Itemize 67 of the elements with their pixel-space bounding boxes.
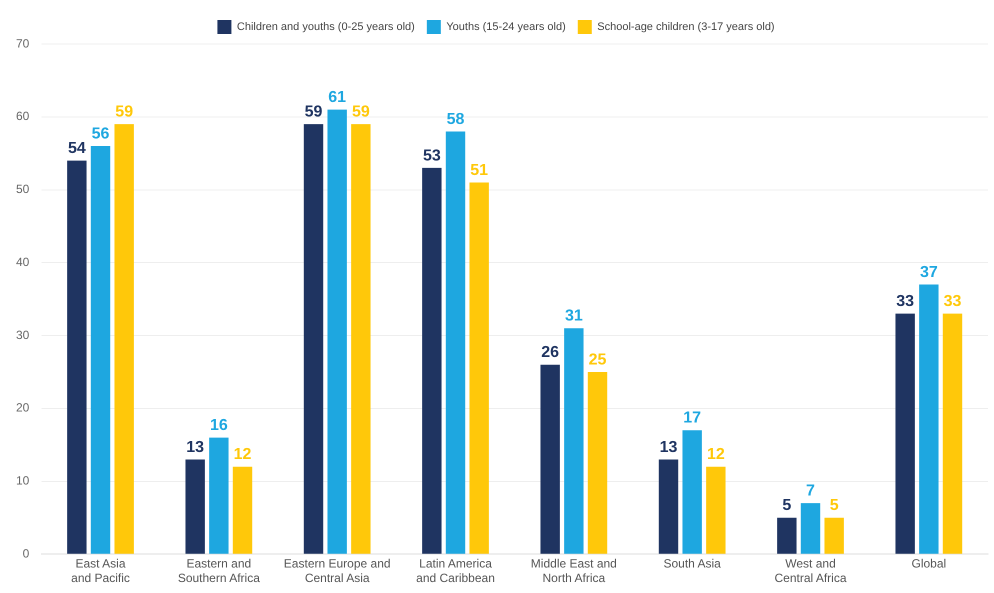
data-label: 31 — [564, 308, 583, 325]
x-tick-label: South Asia — [663, 556, 722, 571]
data-label: 53 — [422, 147, 441, 164]
y-tick-label: 0 — [22, 546, 30, 561]
data-label: 51 — [470, 162, 488, 179]
x-tick-label: Latin America and Caribbean — [416, 556, 495, 586]
x-tick-label: Middle East and North Africa — [530, 556, 617, 586]
bar — [777, 518, 797, 554]
data-label: 61 — [328, 89, 346, 106]
bar — [209, 438, 229, 554]
bar — [682, 430, 702, 554]
bar — [185, 459, 205, 554]
bar — [942, 314, 962, 554]
legend-label: School-age children (3-17 years old) — [597, 21, 775, 34]
y-tick-label: 10 — [16, 474, 30, 488]
data-label: 33 — [944, 293, 962, 310]
bar — [540, 364, 560, 554]
y-tick-label: 30 — [16, 328, 30, 342]
x-tick-label: West and Central Africa — [774, 556, 847, 586]
bar — [824, 518, 844, 554]
bar — [67, 160, 87, 554]
bar — [351, 124, 371, 554]
bar — [327, 110, 347, 554]
bar — [919, 284, 939, 554]
data-label: 5 — [830, 497, 839, 514]
data-label: 26 — [541, 344, 560, 362]
data-label: 59 — [304, 104, 323, 121]
x-tick-label: East Asia and Pacific — [71, 556, 130, 586]
legend-label: Youths (15-24 years old) — [446, 21, 566, 34]
bar — [446, 131, 466, 554]
data-label: 59 — [352, 104, 370, 121]
data-label: 12 — [234, 446, 252, 464]
data-label: 13 — [660, 438, 678, 456]
bar — [658, 459, 678, 554]
data-label: 13 — [186, 438, 204, 456]
data-label: 56 — [92, 125, 110, 142]
y-tick-label: 60 — [16, 109, 30, 124]
data-label: 5 — [782, 497, 792, 514]
bar — [422, 168, 442, 554]
x-tick-label: Eastern Europe and Central Asia — [284, 556, 391, 586]
data-label: 25 — [588, 351, 607, 368]
y-tick-label: 40 — [16, 254, 30, 269]
data-label: 59 — [115, 104, 134, 121]
bar — [588, 372, 608, 554]
y-tick-label: 20 — [16, 400, 30, 415]
bar — [564, 328, 584, 554]
data-label: 37 — [920, 264, 938, 281]
bar — [469, 182, 489, 554]
bar — [232, 466, 252, 554]
data-label: 54 — [68, 140, 86, 158]
data-label: 58 — [446, 110, 465, 128]
data-label: 33 — [896, 293, 914, 310]
bar — [895, 314, 915, 554]
bar — [800, 503, 820, 554]
y-tick-label: 50 — [16, 182, 30, 196]
bar — [304, 124, 324, 554]
data-label: 12 — [706, 446, 725, 464]
legend-label: Children and youths (0-25 years old) — [236, 21, 415, 34]
data-label: 17 — [683, 410, 702, 427]
bar — [114, 124, 134, 554]
bar — [706, 466, 726, 554]
bar — [90, 146, 110, 554]
y-tick-label: 70 — [16, 36, 30, 50]
x-tick-label: Eastern and Southern Africa — [178, 556, 260, 586]
data-label: 16 — [210, 416, 228, 434]
x-tick-label: Global — [911, 556, 946, 571]
data-label: 7 — [806, 482, 816, 500]
